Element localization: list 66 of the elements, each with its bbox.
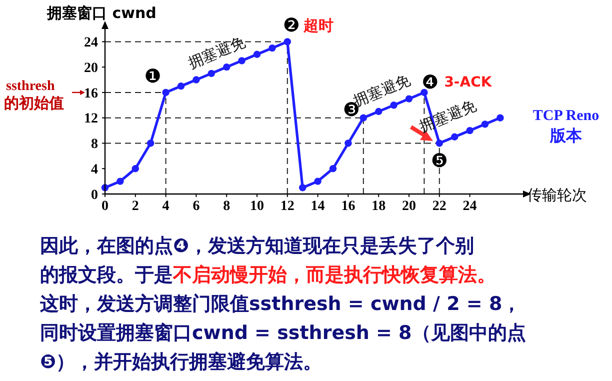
point [284,38,291,46]
point [162,88,170,96]
point [329,165,337,172]
point [147,140,154,147]
x-tick-label: 22 [432,199,446,214]
x-axis-title: 传输轮次 [527,186,587,204]
y-tick-label: 8 [91,137,98,152]
point [192,76,200,84]
x-tick-label: 6 [192,199,200,214]
annotation: ❷ [282,14,300,37]
x-tick-label: 18 [372,199,386,214]
point [132,165,139,172]
annotation: 拥塞避免 [186,32,248,72]
x-tick-label: 2 [132,199,139,214]
point [375,108,382,116]
point [360,114,367,122]
text: 同时设置拥塞窗口cwnd = ssthresh = 8（见图中的点 [40,322,526,344]
annotation: ❶ [144,65,162,88]
x-tick-label: 24 [462,199,477,214]
point [466,126,474,134]
y-tick-label: 16 [84,86,98,102]
text: 这时，发送方调整门限值ssthresh = cwnd / 2 = 8， [39,293,522,315]
point [436,140,443,147]
point [268,44,276,52]
x-tick-label: 16 [341,199,356,214]
text: 的报文段。于是 [40,264,173,286]
point [420,88,428,96]
x-tick-label: 4 [162,199,170,214]
point [405,95,413,102]
point [299,184,306,192]
text: 的初始值 [4,94,64,112]
annotation: ❹ [422,71,439,94]
annotation: 3-ACK [444,74,493,90]
annotation: 超时 [302,16,334,35]
point [390,102,398,109]
point [223,63,230,71]
x-tick-label: 12 [280,199,294,214]
annotation: ❺ [430,150,448,172]
annotation: 拥塞避免 [416,96,480,136]
point [496,114,504,122]
text: ❺），并开始执行拥塞避免算法。 [40,351,322,373]
y-tick-label: 0 [91,188,98,203]
x-tick-label: 8 [223,199,230,214]
point [177,82,185,90]
x-tick-label: 10 [250,199,264,214]
point [451,133,458,140]
text: 不启动慢开始，而是执行快恢复算法。 [172,264,496,286]
text: TCP Reno [532,108,600,124]
point [116,178,124,185]
x-tick-label: 0 [102,199,108,214]
y-tick-label: 4 [91,162,98,178]
y-axis-title: 拥塞窗口 cwnd [46,4,156,22]
point [481,120,489,128]
point [208,70,215,78]
text: 版本 [549,126,583,145]
y-tick-label: 24 [84,36,98,51]
x-tick-label: 14 [310,199,325,214]
text: 因此，在图的点❹，发送方知道现在只是丢失了个别 [40,235,474,257]
y-tick-label: 12 [84,112,98,127]
point [238,57,246,64]
point [314,178,322,185]
text: ssthresh [6,79,55,94]
x-tick-label: 20 [402,199,416,214]
point [253,50,261,58]
point [344,140,352,147]
y-tick-label: 20 [84,60,98,76]
